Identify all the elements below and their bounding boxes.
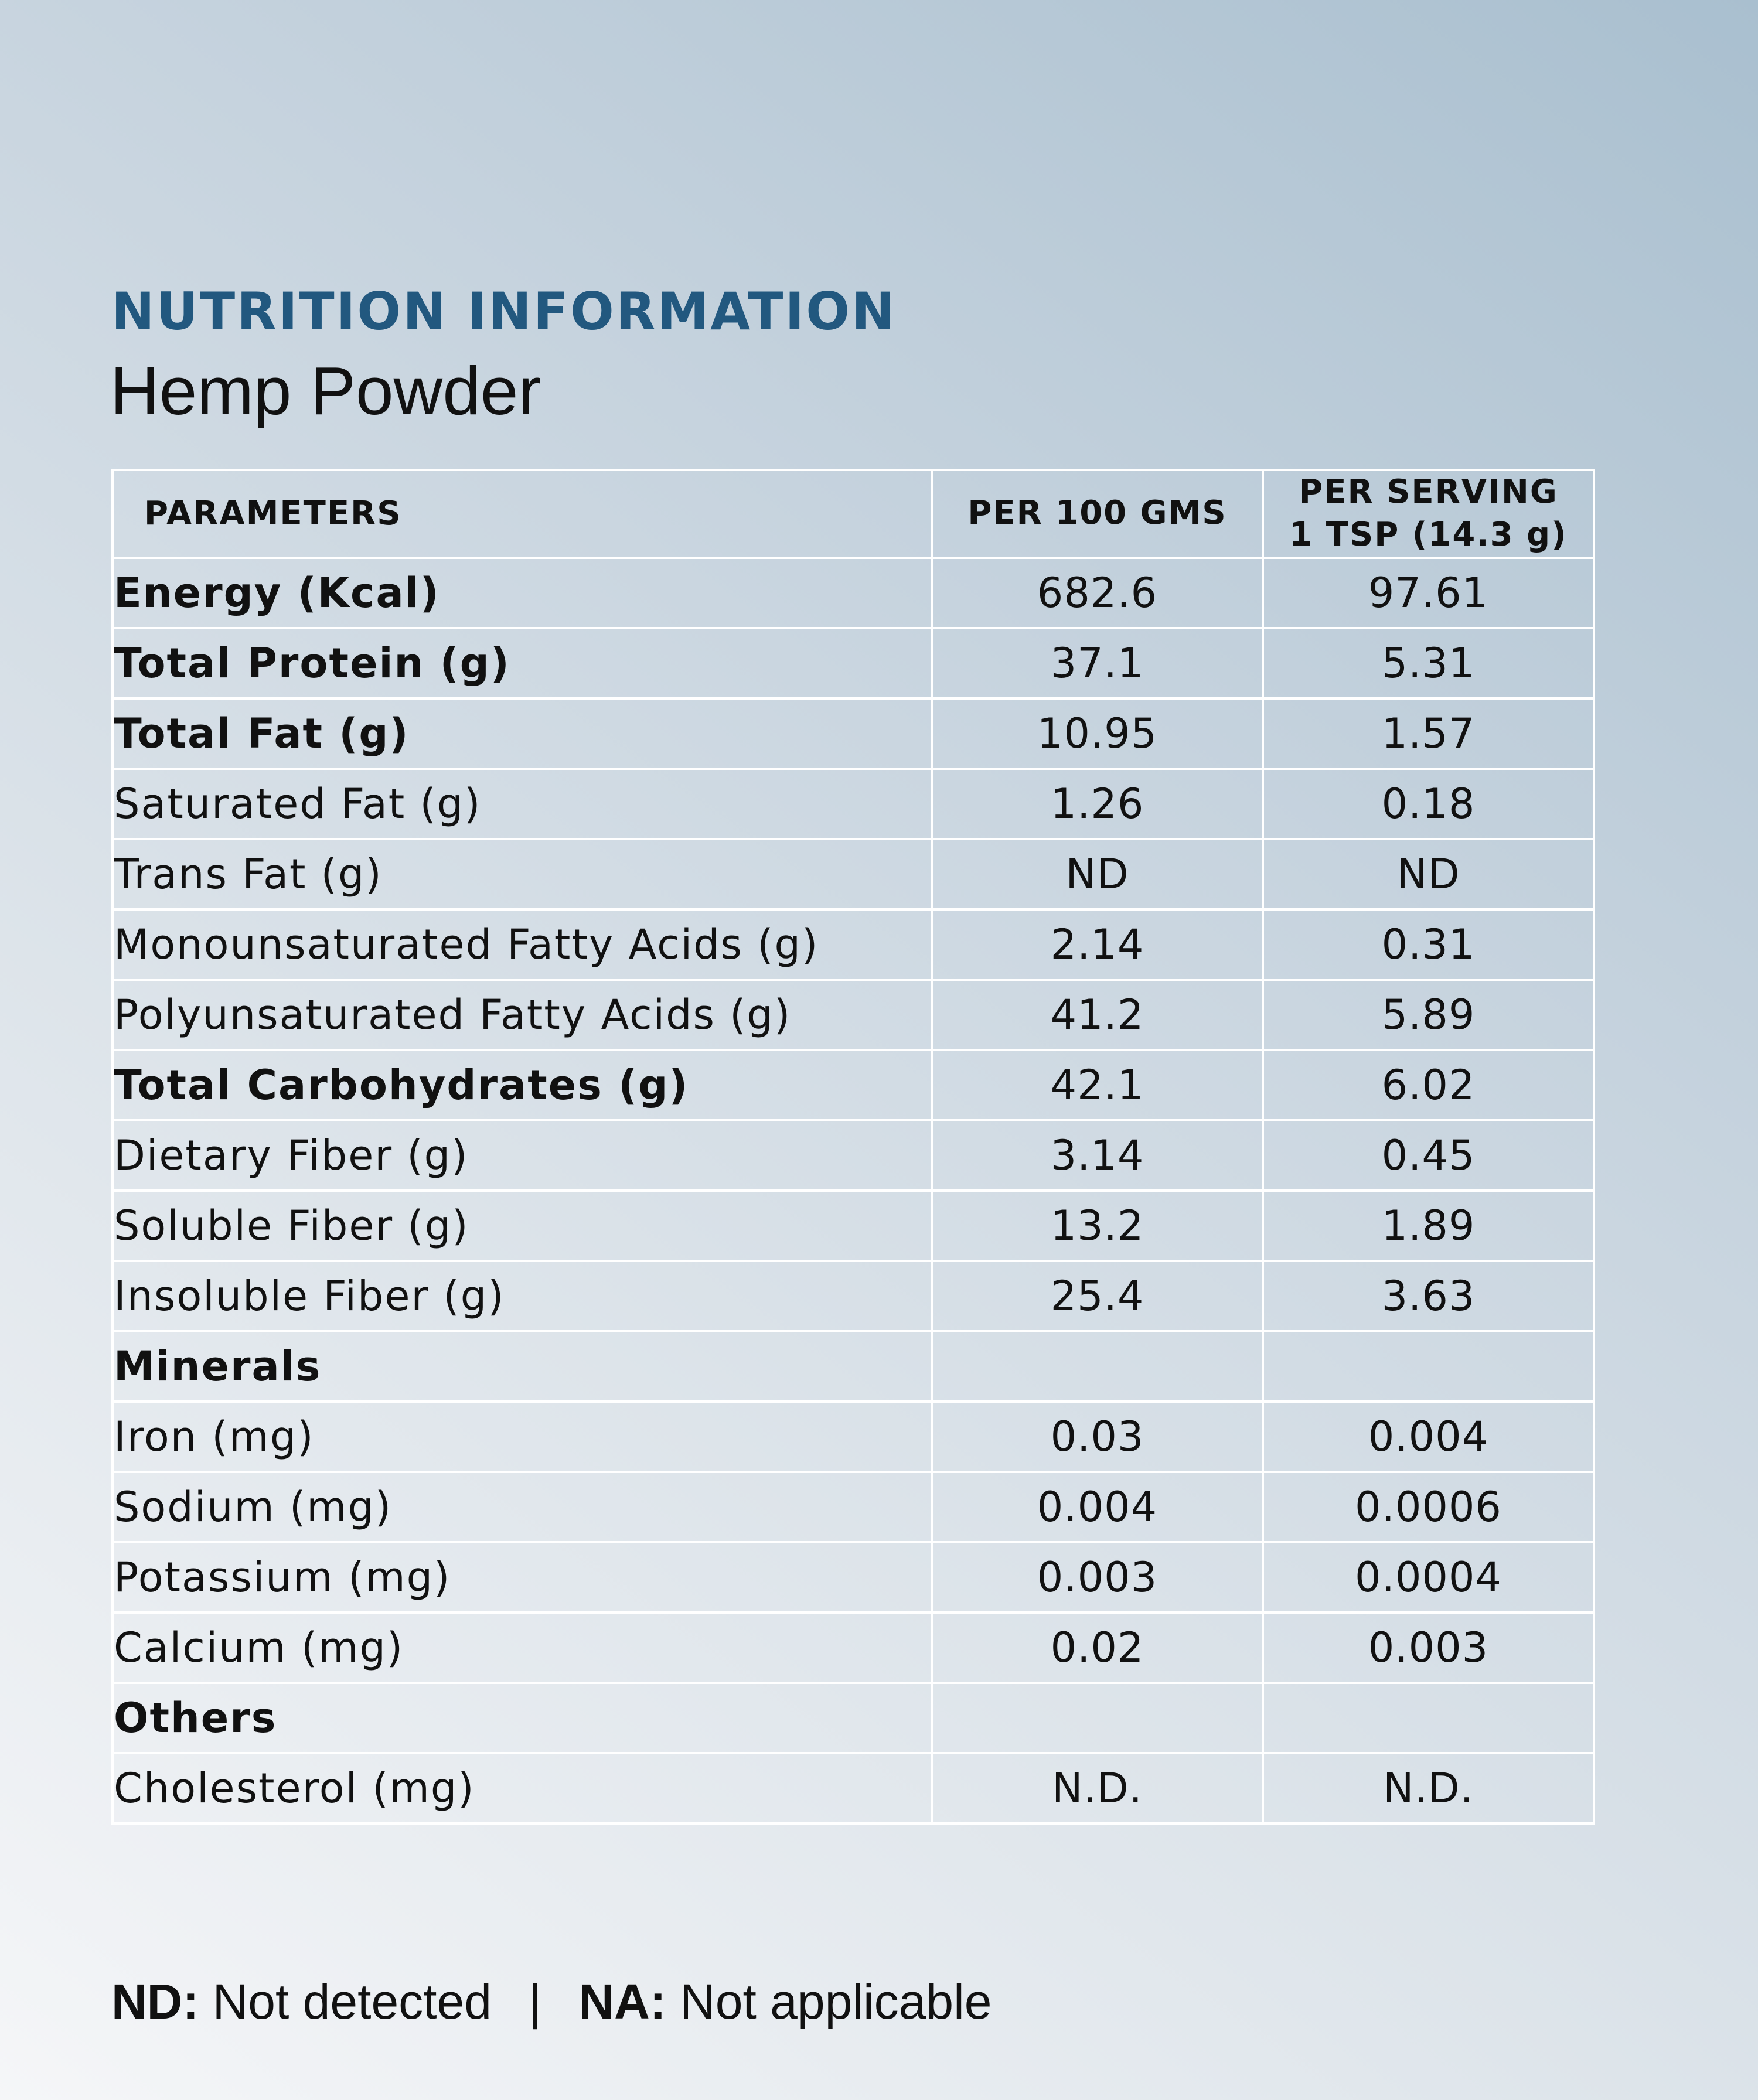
table-row: Minerals — [111, 1329, 1595, 1403]
table-row: Others — [111, 1681, 1595, 1754]
row-per-serving: 1.57 — [1262, 697, 1595, 770]
row-label: Saturated Fat (g) — [111, 767, 933, 840]
row-per-100 — [931, 1681, 1264, 1754]
table-row: Iron (mg) 0.03 0.004 — [111, 1400, 1595, 1473]
row-per-100: ND — [931, 837, 1264, 911]
row-per-100: 0.004 — [931, 1470, 1264, 1543]
row-per-100: 10.95 — [931, 697, 1264, 770]
row-per-serving: 0.0004 — [1262, 1540, 1595, 1614]
table-row: Sodium (mg) 0.004 0.0006 — [111, 1470, 1595, 1543]
row-label: Insoluble Fiber (g) — [111, 1259, 933, 1332]
row-label: Polyunsaturated Fatty Acids (g) — [111, 978, 933, 1051]
footnote-na-text: Not applicable — [680, 1974, 992, 2029]
row-per-100: 13.2 — [931, 1189, 1264, 1262]
header-per-serving: PER SERVING 1 TSP (14.3 g) — [1262, 469, 1595, 559]
row-per-100: 41.2 — [931, 978, 1264, 1051]
row-label: Trans Fat (g) — [111, 837, 933, 911]
row-per-serving: 0.004 — [1262, 1400, 1595, 1473]
row-per-100: 37.1 — [931, 626, 1264, 700]
row-per-serving: 5.31 — [1262, 626, 1595, 700]
row-per-serving: 1.89 — [1262, 1189, 1595, 1262]
table-row: Saturated Fat (g) 1.26 0.18 — [111, 767, 1595, 840]
row-label: Soluble Fiber (g) — [111, 1189, 933, 1262]
row-per-serving: 6.02 — [1262, 1048, 1595, 1121]
table-row: Monounsaturated Fatty Acids (g) 2.14 0.31 — [111, 908, 1595, 981]
row-per-100 — [931, 1329, 1264, 1403]
row-per-serving: 3.63 — [1262, 1259, 1595, 1332]
row-per-serving: ND — [1262, 837, 1595, 911]
row-label: Total Carbohydrates (g) — [111, 1048, 933, 1121]
table-row: Dietary Fiber (g) 3.14 0.45 — [111, 1119, 1595, 1192]
footnote-na-abbr: NA: — [578, 1974, 666, 2029]
row-per-100: 0.003 — [931, 1540, 1264, 1614]
row-per-100: 0.02 — [931, 1611, 1264, 1684]
row-per-100: 42.1 — [931, 1048, 1264, 1121]
row-label: Dietary Fiber (g) — [111, 1119, 933, 1192]
row-label: Minerals — [111, 1329, 933, 1403]
header-per-100: PER 100 GMS — [931, 469, 1264, 559]
row-label: Energy (Kcal) — [111, 556, 933, 629]
row-per-serving: 0.18 — [1262, 767, 1595, 840]
table-row: Cholesterol (mg) N.D. N.D. — [111, 1751, 1595, 1825]
row-label: Total Protein (g) — [111, 626, 933, 700]
footnote-separator: | — [529, 1974, 542, 2029]
table-row: Total Carbohydrates (g) 42.1 6.02 — [111, 1048, 1595, 1121]
row-label: Cholesterol (mg) — [111, 1751, 933, 1825]
header-per-serving-line1: PER SERVING — [1299, 473, 1558, 511]
header-parameters: PARAMETERS — [111, 469, 933, 559]
row-per-100: 3.14 — [931, 1119, 1264, 1192]
row-per-serving: 5.89 — [1262, 978, 1595, 1051]
table-body: Energy (Kcal) 682.6 97.61 Total Protein (g)… — [111, 556, 1595, 1825]
row-per-serving: 0.0006 — [1262, 1470, 1595, 1543]
footnote-nd-text: Not detected — [212, 1974, 492, 2029]
table-row: Calcium (mg) 0.02 0.003 — [111, 1611, 1595, 1684]
footnote-nd-abbr: ND: — [111, 1974, 199, 2029]
row-per-100: 682.6 — [931, 556, 1264, 629]
row-per-serving — [1262, 1329, 1595, 1403]
row-label: Sodium (mg) — [111, 1470, 933, 1543]
row-per-100: 1.26 — [931, 767, 1264, 840]
row-per-serving: 0.31 — [1262, 908, 1595, 981]
table-row: Energy (Kcal) 682.6 97.61 — [111, 556, 1595, 629]
row-per-100: 0.03 — [931, 1400, 1264, 1473]
table-row: Potassium (mg) 0.003 0.0004 — [111, 1540, 1595, 1614]
row-per-100: 25.4 — [931, 1259, 1264, 1332]
row-label: Total Fat (g) — [111, 697, 933, 770]
row-label: Potassium (mg) — [111, 1540, 933, 1614]
row-per-100: N.D. — [931, 1751, 1264, 1825]
row-label: Calcium (mg) — [111, 1611, 933, 1684]
table-row: Soluble Fiber (g) 13.2 1.89 — [111, 1189, 1595, 1262]
table-header-row: PARAMETERS PER 100 GMS PER SERVING 1 TSP… — [111, 469, 1595, 559]
row-per-serving: N.D. — [1262, 1751, 1595, 1825]
row-per-serving: 0.45 — [1262, 1119, 1595, 1192]
row-label: Iron (mg) — [111, 1400, 933, 1473]
table-row: Total Protein (g) 37.1 5.31 — [111, 626, 1595, 700]
row-per-serving — [1262, 1681, 1595, 1754]
table-row: Insoluble Fiber (g) 25.4 3.63 — [111, 1259, 1595, 1332]
table-row: Total Fat (g) 10.95 1.57 — [111, 697, 1595, 770]
nutrition-table: PARAMETERS PER 100 GMS PER SERVING 1 TSP… — [111, 469, 1595, 1825]
table-row: Polyunsaturated Fatty Acids (g) 41.2 5.89 — [111, 978, 1595, 1051]
row-per-serving: 0.003 — [1262, 1611, 1595, 1684]
product-name: Hemp Powder — [110, 353, 541, 429]
table-row: Trans Fat (g) ND ND — [111, 837, 1595, 911]
row-label: Monounsaturated Fatty Acids (g) — [111, 908, 933, 981]
row-per-100: 2.14 — [931, 908, 1264, 981]
header-per-serving-line2: 1 TSP (14.3 g) — [1289, 515, 1568, 554]
row-per-serving: 97.61 — [1262, 556, 1595, 629]
footnote: ND: Not detected | NA: Not applicable — [111, 1973, 992, 2030]
section-heading: NUTRITION INFORMATION — [111, 281, 897, 342]
row-label: Others — [111, 1681, 933, 1754]
